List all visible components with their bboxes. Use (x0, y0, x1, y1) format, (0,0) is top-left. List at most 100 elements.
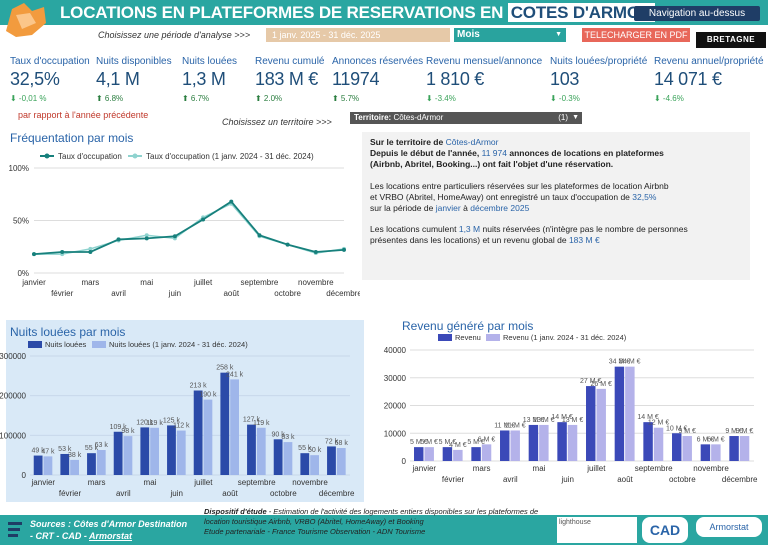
x-tick-label: juin (168, 289, 181, 298)
data-point (88, 246, 93, 251)
y-tick-label: 100000 (0, 431, 27, 440)
y-tick-label: 100% (9, 164, 29, 173)
x-tick-label: janvier (21, 278, 46, 287)
data-label: 5 M € (467, 439, 485, 446)
kpi-label: Revenu mensuel/annonce (426, 56, 543, 67)
data-label: 47 k (41, 448, 55, 455)
period-label: Choisissez une période d'analyse >>> (98, 30, 251, 40)
bar (539, 424, 549, 461)
kpi-comparison-note: par rapport à l'année précédente (18, 110, 149, 120)
bar (310, 455, 319, 475)
x-tick-label: mai (533, 464, 546, 473)
bar (625, 366, 635, 461)
data-point (172, 234, 177, 239)
bar (256, 427, 266, 475)
data-label: 125 k (163, 417, 181, 424)
period-select[interactable]: 1 janv. 2025 - 31 déc. 2025 (266, 28, 450, 42)
data-label: 50 k (308, 447, 322, 454)
kpi-value: 183 M € (255, 69, 318, 89)
download-pdf-button[interactable]: TELECHARGER EN PDF (582, 28, 690, 42)
x-tick-label: août (223, 289, 239, 298)
data-point (60, 250, 65, 254)
bar (614, 366, 625, 461)
legend-label: Taux d'occupation (1 janv. 2024 - 31 déc… (146, 152, 314, 161)
data-label: 12 M € (648, 420, 670, 427)
data-point (342, 247, 346, 252)
cotes-darmor-logo-icon (6, 3, 46, 37)
x-tick-label: juillet (586, 464, 606, 473)
territory-select[interactable]: Territoire: Côtes-dArmor (1) ▼ (350, 112, 582, 124)
data-label: 14 M € (551, 414, 573, 421)
x-tick-label: avril (111, 289, 126, 298)
x-tick-label: septembre (635, 464, 673, 473)
bar (424, 447, 434, 461)
data-point (144, 233, 149, 238)
data-label: 119 k (253, 420, 270, 427)
x-tick-label: novembre (298, 278, 334, 287)
bar (60, 453, 70, 475)
kpi-delta: ⬇ -0,01 % (10, 94, 47, 103)
frequentation-line-chart: 0% 50% 100% Taux d'occupation Taux d'occupat… (9, 152, 360, 298)
x-tick-label: février (442, 475, 465, 484)
data-label: 9 M € (725, 428, 743, 435)
legend-swatch (438, 334, 452, 341)
data-label: 241 k (226, 371, 244, 378)
data-label: 258 k (216, 365, 234, 372)
kpi-delta: ⬆ 6.8% (96, 94, 124, 103)
data-label: 9 M € (678, 428, 696, 435)
bar (510, 430, 520, 461)
data-label: 53 k (58, 446, 72, 453)
kpi-card: Revenu mensuel/annonce 1 810 € ⬇ -3.4% (426, 56, 542, 103)
data-point (201, 217, 206, 222)
x-tick-label: janvier (412, 464, 437, 473)
kpi-label: Nuits louées (182, 56, 238, 67)
x-tick-label: octobre (669, 475, 696, 484)
legend-label: Nuits louées (1 janv. 2024 - 31 déc. 202… (109, 340, 248, 349)
data-label: 13 M € (523, 417, 545, 424)
bar (481, 444, 492, 461)
data-label: 68 k (335, 440, 349, 447)
legend-swatch (486, 334, 500, 341)
bar (247, 424, 256, 475)
granularity-select[interactable]: Mois ▼ (454, 28, 566, 42)
y-tick-label: 10000 (384, 429, 407, 438)
revenu-bar-chart: 0 10000 20000 30000 40000 Revenu Revenu (1 jan… (384, 333, 758, 484)
bar (653, 427, 664, 461)
bar (336, 448, 346, 475)
kpi-value: 4,1 M (96, 69, 140, 89)
data-label: 13 M € (562, 417, 584, 424)
data-label: 127 k (243, 417, 261, 424)
x-tick-label: septembre (238, 478, 276, 487)
bar (273, 439, 283, 475)
x-tick-label: juillet (193, 478, 213, 487)
nuits-louees-bar-chart: 0 100000 200000 300000 Nuits louées Nuits lou… (0, 340, 355, 498)
bar (729, 436, 739, 461)
data-label: 98 k (121, 428, 135, 435)
kpi-value: 1,3 M (182, 69, 226, 89)
y-tick-label: 0 (22, 471, 27, 480)
data-point (88, 250, 93, 254)
kpi-delta: ⬆ 6.7% (182, 94, 210, 103)
data-label: 55 k (298, 445, 312, 452)
data-point (313, 250, 318, 254)
data-label: 13 M € (533, 417, 555, 424)
x-tick-label: avril (116, 489, 131, 498)
kpi-label: Nuits louées/propriété (550, 56, 648, 67)
x-tick-label: novembre (292, 478, 328, 487)
bar (70, 459, 79, 475)
data-label: 34 M € (619, 359, 641, 366)
x-tick-label: octobre (270, 489, 297, 498)
kpi-value: 32,5% (10, 69, 60, 89)
x-tick-label: juin (169, 489, 182, 498)
y-tick-label: 40000 (384, 346, 407, 355)
data-point (32, 252, 36, 257)
armorstat-link[interactable]: Armorstat (89, 531, 133, 541)
kpi-value: 103 (550, 69, 580, 89)
bar (167, 425, 176, 475)
data-label: 72 k (325, 438, 339, 445)
navigation-button[interactable]: Navigation au-dessus (634, 6, 760, 21)
x-tick-label: août (222, 489, 238, 498)
bar (140, 427, 150, 475)
bar (43, 456, 53, 475)
kpi-delta: ⬇ -3.4% (426, 94, 456, 103)
